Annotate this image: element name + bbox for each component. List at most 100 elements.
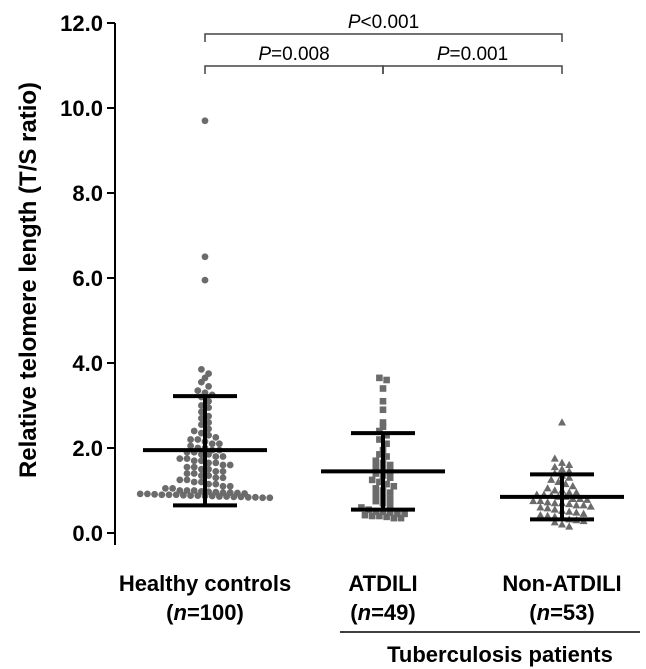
error-bars	[143, 394, 624, 522]
y-tick-label: 10.0	[60, 96, 103, 121]
data-point	[252, 493, 259, 501]
y-axis-label: Relative telomere length (T/S ratio)	[15, 82, 42, 478]
data-point	[558, 465, 566, 473]
data-point	[386, 461, 394, 469]
y-tick-label: 12.0	[60, 11, 103, 36]
data-point	[376, 478, 383, 486]
data-point	[219, 461, 227, 469]
data-point	[558, 520, 566, 528]
data-point	[550, 454, 559, 462]
x-category-label: Healthy controls	[119, 571, 291, 596]
data-point	[223, 493, 231, 500]
p-value-label: P=0.001	[437, 44, 508, 65]
data-point	[190, 457, 198, 465]
data-point	[172, 491, 180, 499]
data-point	[205, 382, 213, 390]
data-point	[386, 489, 394, 496]
data-point	[586, 502, 595, 510]
y-tick-label: 4.0	[72, 351, 103, 376]
data-point	[136, 490, 144, 498]
data-point	[379, 423, 387, 431]
data-point	[230, 493, 238, 501]
data-point	[565, 460, 574, 468]
data-point	[237, 493, 245, 501]
data-point	[201, 117, 209, 125]
data-point	[379, 397, 387, 405]
x-axis-categories: Healthy controls (n=100) ATDILI (n=49) Non-A…	[119, 571, 622, 625]
data-point	[151, 490, 159, 498]
data-point	[372, 485, 380, 492]
data-point	[212, 433, 220, 441]
data-point	[386, 495, 394, 503]
data-point	[558, 418, 566, 426]
data-point	[201, 253, 209, 261]
data-point	[183, 463, 191, 471]
data-point	[201, 276, 209, 284]
data-point	[386, 474, 394, 482]
data-point	[372, 457, 380, 465]
group-label: Tuberculosis patients	[387, 642, 613, 667]
data-point	[190, 463, 198, 471]
data-point	[183, 455, 191, 463]
p-value-label: P=0.008	[258, 44, 329, 65]
data-point	[529, 496, 538, 505]
data-point	[547, 475, 556, 483]
data-point	[212, 459, 220, 467]
data-point	[212, 480, 220, 488]
significance-bracket	[204, 65, 384, 74]
data-point	[190, 487, 198, 494]
data-point	[169, 484, 177, 492]
data-point	[187, 442, 195, 450]
data-point	[376, 374, 383, 382]
data-point	[572, 508, 581, 516]
data-point	[219, 453, 227, 460]
data-point	[208, 492, 216, 500]
data-point	[190, 470, 198, 477]
data-point	[183, 487, 191, 494]
data-point	[379, 419, 387, 426]
data-point	[536, 496, 545, 505]
data-point	[144, 490, 151, 498]
data-point	[386, 502, 394, 509]
data-point	[543, 498, 552, 506]
data-point	[176, 455, 184, 463]
data-point	[579, 509, 588, 517]
data-point	[190, 478, 198, 486]
data-point	[376, 427, 383, 435]
data-point	[550, 486, 559, 494]
data-point	[212, 474, 220, 482]
data-point	[372, 470, 380, 477]
data-point	[379, 508, 387, 516]
data-point	[376, 512, 383, 520]
y-tick-label: 8.0	[72, 181, 103, 206]
data-point	[162, 484, 169, 492]
data-point	[176, 476, 184, 484]
data-point	[194, 436, 202, 443]
data-point	[383, 376, 390, 384]
data-point	[550, 518, 559, 526]
data-point	[565, 473, 574, 481]
data-point	[198, 378, 205, 386]
data-point	[183, 470, 191, 477]
x-category-count: (n=49)	[350, 600, 415, 625]
data-point	[368, 512, 376, 520]
data-point	[158, 491, 166, 499]
data-point	[572, 488, 581, 496]
data-point	[372, 508, 380, 516]
data-point	[376, 451, 383, 458]
data-point	[216, 440, 223, 448]
data-point	[572, 501, 581, 509]
data-point	[550, 505, 559, 513]
data-point	[376, 436, 383, 443]
data-point	[244, 493, 252, 501]
data-point	[383, 431, 390, 439]
data-point	[383, 513, 390, 521]
data-point	[565, 488, 574, 496]
data-point	[165, 491, 173, 499]
data-point	[390, 514, 398, 522]
y-tick-label: 2.0	[72, 436, 103, 461]
significance-bracket	[204, 33, 563, 42]
data-point	[180, 491, 187, 499]
data-point	[219, 482, 227, 490]
